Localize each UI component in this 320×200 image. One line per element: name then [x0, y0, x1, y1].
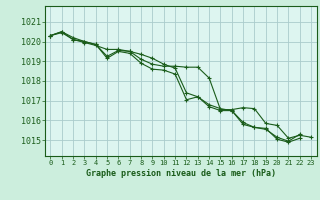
X-axis label: Graphe pression niveau de la mer (hPa): Graphe pression niveau de la mer (hPa) — [86, 169, 276, 178]
